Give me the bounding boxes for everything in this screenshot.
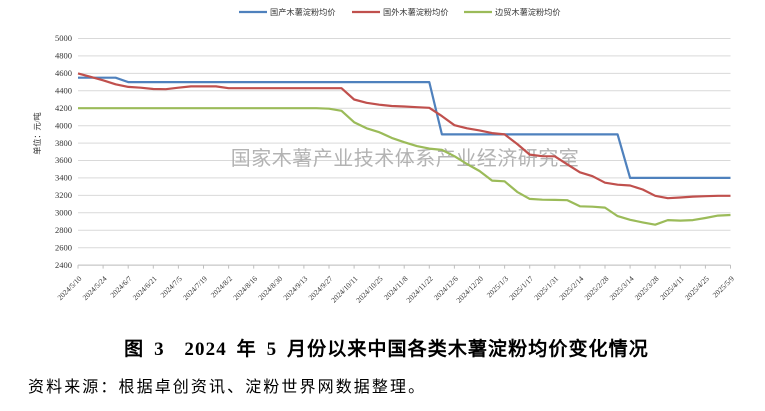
svg-text:3400: 3400	[55, 173, 72, 183]
svg-text:2400: 2400	[55, 260, 72, 270]
svg-text:国家木薯产业技术体系产业经济研究室: 国家木薯产业技术体系产业经济研究室	[231, 147, 580, 170]
svg-text:3000: 3000	[55, 208, 72, 218]
svg-text:2025/3/14: 2025/3/14	[608, 274, 636, 302]
svg-text:边贸木薯淀粉均价: 边贸木薯淀粉均价	[495, 7, 561, 17]
svg-text:单位：元/吨: 单位：元/吨	[32, 112, 42, 154]
svg-text:2025/5/9: 2025/5/9	[711, 274, 736, 299]
svg-text:4200: 4200	[55, 103, 72, 113]
svg-text:3200: 3200	[55, 190, 72, 200]
svg-text:国外木薯淀粉均价: 国外木薯淀粉均价	[383, 7, 449, 17]
svg-text:4800: 4800	[55, 51, 72, 61]
svg-text:2024/8/16: 2024/8/16	[231, 274, 259, 302]
svg-text:2025/4/25: 2025/4/25	[683, 274, 711, 302]
svg-text:2600: 2600	[55, 242, 72, 252]
svg-text:2024/6/21: 2024/6/21	[131, 274, 159, 302]
svg-text:2025/1/31: 2025/1/31	[532, 274, 560, 302]
svg-text:2024/9/13: 2024/9/13	[281, 274, 309, 302]
svg-text:3800: 3800	[55, 138, 72, 148]
svg-text:5000: 5000	[55, 33, 72, 43]
svg-text:2024/7/19: 2024/7/19	[181, 274, 209, 302]
svg-text:2024/11/22: 2024/11/22	[404, 274, 435, 305]
svg-text:2025/2/14: 2025/2/14	[557, 274, 585, 302]
svg-text:3600: 3600	[55, 155, 72, 165]
svg-text:2024/10/25: 2024/10/25	[354, 274, 385, 305]
svg-text:2025/2/28: 2025/2/28	[583, 274, 611, 302]
svg-text:2024/5/24: 2024/5/24	[81, 274, 109, 302]
svg-text:2025/3/28: 2025/3/28	[633, 274, 661, 302]
svg-text:2024/12/20: 2024/12/20	[454, 274, 485, 305]
svg-text:2024/5/10: 2024/5/10	[56, 274, 84, 302]
svg-text:2025/1/17: 2025/1/17	[507, 274, 535, 302]
svg-text:4600: 4600	[55, 68, 72, 78]
svg-text:2024/8/30: 2024/8/30	[256, 274, 284, 302]
svg-text:2800: 2800	[55, 225, 72, 235]
svg-text:4400: 4400	[55, 86, 72, 96]
svg-text:2025/4/11: 2025/4/11	[658, 274, 686, 302]
svg-text:4000: 4000	[55, 120, 72, 130]
svg-text:国产木薯淀粉均价: 国产木薯淀粉均价	[270, 7, 336, 17]
